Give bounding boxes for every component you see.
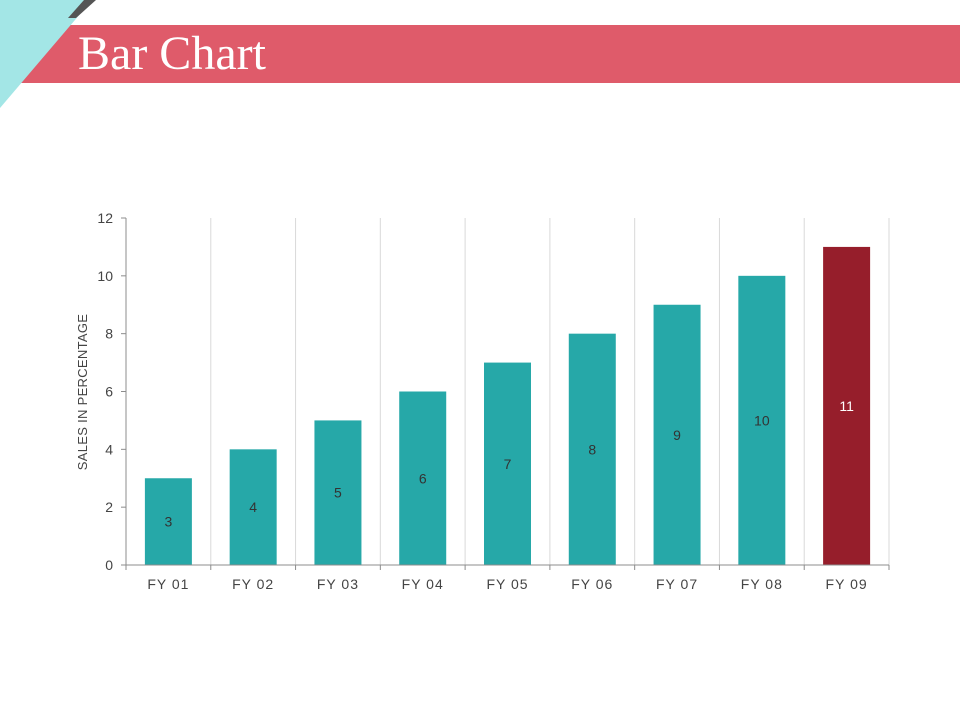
bar-fy-02 [229,449,277,565]
bar-fy-01 [144,478,192,565]
data-label: 9 [673,427,681,443]
x-tick-label: FY 02 [232,576,274,592]
bar-layer: 3 4 5 6 7 8 9 10 11 [144,246,871,565]
data-label: 5 [334,485,342,501]
y-tick-label: 12 [97,210,113,226]
y-tick-label: 8 [105,326,113,342]
corner-accent-shape [0,0,92,108]
y-axis-title: SALES IN PERCENTAGE [75,314,90,470]
data-label: 10 [754,412,770,428]
title-bar [0,25,960,83]
slide-title: Bar Chart [78,27,266,80]
y-tick-label: 6 [105,384,113,400]
bar-fy-04 [399,391,447,565]
bar-fy-05 [484,362,531,565]
x-tick-label: FY 06 [571,576,613,592]
data-label: 8 [588,441,596,457]
bar-fy-03 [314,420,362,565]
bar-fy-06 [568,333,616,565]
bar-fy-09 [823,246,871,565]
bar-fy-07 [653,304,701,565]
x-tick-label: FY 01 [147,576,189,592]
x-tick-label: FY 09 [826,576,868,592]
axis-layer: 0 2 4 6 8 10 12 FY 01 FY 02 FY 03 FY 04 FY 05 FY 06 F… [97,210,890,592]
corner-dark-stripe [68,0,96,18]
x-tick-label: FY 05 [486,576,528,592]
corner-decoration [0,0,96,108]
grid-layer [210,218,890,565]
x-tick-label: FY 07 [656,576,698,592]
x-tick-label: FY 04 [402,576,444,592]
y-tick-label: 0 [105,557,113,573]
data-label: 11 [839,398,854,414]
data-label: 6 [419,470,427,486]
y-tick-label: 2 [105,499,113,515]
data-label: 3 [164,514,172,530]
data-label: 4 [249,499,257,515]
bar-fy-08 [738,275,786,565]
x-tick-label: FY 08 [741,576,783,592]
x-tick-label: FY 03 [317,576,359,592]
data-label: 7 [504,456,512,472]
y-tick-label: 10 [97,268,113,284]
y-tick-label: 4 [105,441,113,457]
